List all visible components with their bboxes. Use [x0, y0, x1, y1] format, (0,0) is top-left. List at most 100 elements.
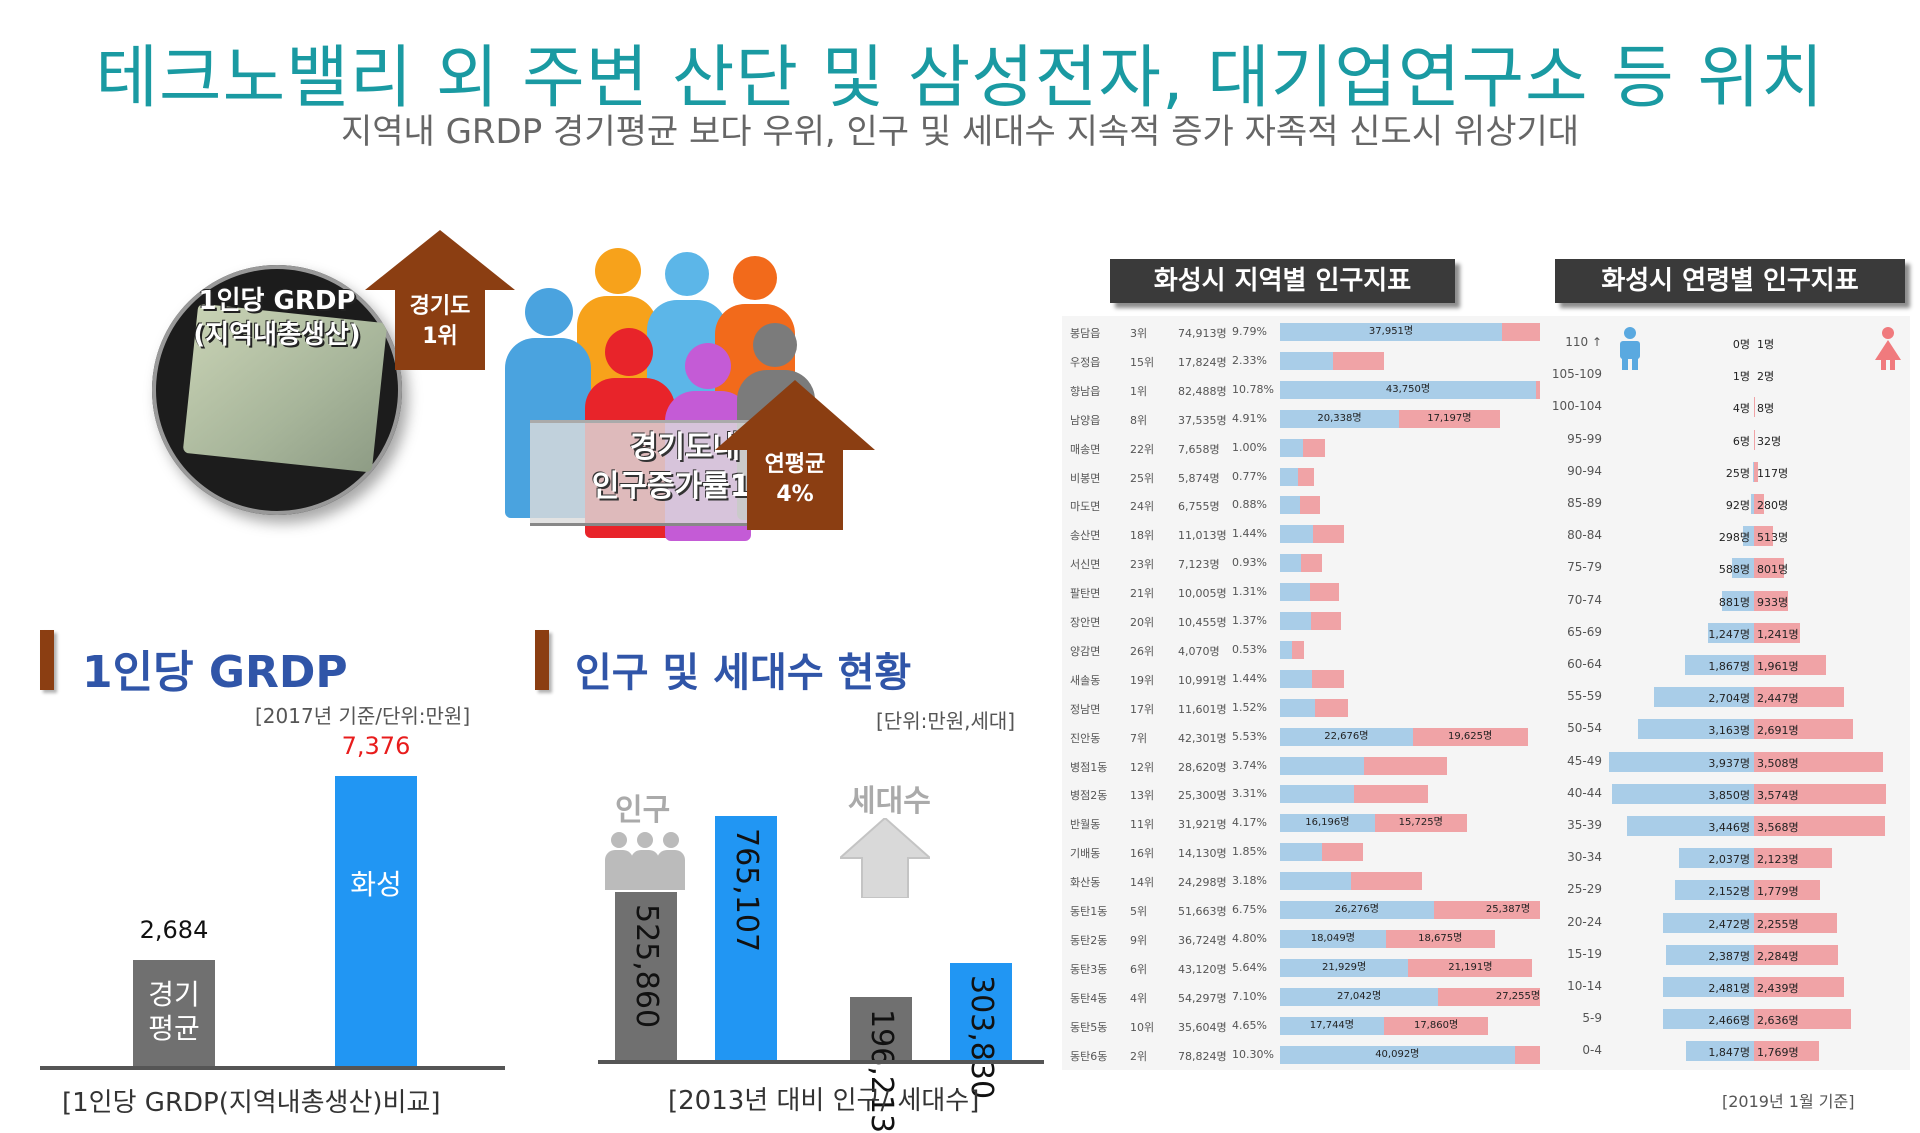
region-total: 31,921명	[1178, 816, 1227, 832]
female-bar	[1364, 757, 1447, 775]
region-rank: 16위	[1130, 845, 1154, 861]
region-rank: 11위	[1130, 816, 1154, 832]
region-name: 향남읍	[1070, 383, 1100, 399]
region-name: 병점1동	[1070, 759, 1107, 775]
person-head	[733, 256, 777, 300]
female-bar	[1315, 699, 1348, 717]
region-name: 새솔동	[1070, 672, 1100, 688]
age-group-label: 55-59	[1542, 689, 1602, 703]
age-group-label: 25-29	[1542, 882, 1602, 896]
male-bar: 22,676명	[1280, 728, 1413, 746]
region-total: 28,620명	[1178, 759, 1227, 775]
grdp-value-label: 7,376	[315, 732, 437, 760]
female-value-label: 8명	[1757, 400, 1774, 416]
region-pct: 1.44%	[1232, 527, 1267, 540]
male-bar	[1280, 699, 1315, 717]
region-pct: 1.44%	[1232, 672, 1267, 685]
male-bar: 37,951명	[1280, 323, 1502, 341]
age-group-label: 90-94	[1542, 464, 1602, 478]
region-total: 10,005명	[1178, 585, 1227, 601]
male-value-label: 1,247명	[1694, 626, 1750, 642]
female-bar	[1322, 843, 1363, 861]
region-total: 51,663명	[1178, 903, 1227, 919]
region-rank: 3위	[1130, 325, 1147, 341]
female-value-label: 801명	[1757, 561, 1788, 577]
region-pct: 1.31%	[1232, 585, 1267, 598]
region-rank: 7위	[1130, 730, 1147, 746]
region-pct: 0.88%	[1232, 498, 1267, 511]
region-total: 4,070명	[1178, 643, 1220, 659]
region-total: 42,301명	[1178, 730, 1227, 746]
pop-caption: [2013년 대비 인구/ 세대수]	[668, 1080, 979, 1117]
grdp-value-label: 2,684	[113, 916, 235, 944]
region-rank: 24위	[1130, 498, 1154, 514]
region-name: 동탄3동	[1070, 961, 1107, 977]
male-bar	[1280, 641, 1292, 659]
male-value-label: 2,387명	[1694, 948, 1750, 964]
region-rank: 22위	[1130, 441, 1154, 457]
age-group-label: 60-64	[1542, 657, 1602, 671]
female-bar: 21,191명	[1408, 959, 1532, 977]
region-rank: 6위	[1130, 961, 1147, 977]
male-bar: 21,929명	[1280, 959, 1408, 977]
person-head	[595, 248, 641, 294]
female-value-label: 1,961명	[1757, 658, 1799, 674]
region-pct: 0.93%	[1232, 556, 1267, 569]
region-pct: 7.10%	[1232, 990, 1267, 1003]
region-pct: 4.65%	[1232, 1019, 1267, 1032]
region-pct: 1.52%	[1232, 701, 1267, 714]
region-pct: 2.33%	[1232, 354, 1267, 367]
age-group-label: 40-44	[1542, 786, 1602, 800]
region-name: 동탄5동	[1070, 1019, 1107, 1035]
region-pct: 4.91%	[1232, 412, 1267, 425]
region-name: 남양읍	[1070, 412, 1100, 428]
region-pct: 0.77%	[1232, 470, 1267, 483]
grdp-baseline	[40, 1066, 505, 1070]
male-bar	[1280, 352, 1333, 370]
grdp-caption: [1인당 GRDP(지역내총생산)비교]	[62, 1082, 441, 1119]
region-rank: 17위	[1130, 701, 1154, 717]
person-head	[605, 328, 653, 376]
male-value-label: 4명	[1694, 400, 1750, 416]
male-value-label: 1,847명	[1694, 1044, 1750, 1060]
region-total: 7,123명	[1178, 556, 1220, 572]
region-total: 37,535명	[1178, 412, 1227, 428]
region-pct: 10.30%	[1232, 1048, 1274, 1061]
region-rank: 20위	[1130, 614, 1154, 630]
age-group-label: 65-69	[1542, 625, 1602, 639]
region-pct: 5.53%	[1232, 730, 1267, 743]
female-value-label: 280명	[1757, 497, 1788, 513]
age-group-label: 80-84	[1542, 528, 1602, 542]
male-value-label: 6명	[1694, 433, 1750, 449]
region-total: 11,601명	[1178, 701, 1227, 717]
male-bar	[1280, 670, 1312, 688]
region-total: 74,913명	[1178, 325, 1227, 341]
female-value-label: 2,255명	[1757, 916, 1799, 932]
male-bar	[1280, 439, 1303, 457]
female-bar	[1333, 352, 1385, 370]
page-subtitle: 지역내 GRDP 경기평균 보다 우위, 인구 및 세대수 지속적 증가 자족적…	[0, 104, 1920, 153]
region-total: 35,604명	[1178, 1019, 1227, 1035]
region-rank: 2위	[1130, 1048, 1147, 1064]
female-value-label: 3,508명	[1757, 755, 1799, 771]
male-value-label: 3,163명	[1694, 722, 1750, 738]
female-bar	[1311, 612, 1341, 630]
region-total: 11,013명	[1178, 527, 1227, 543]
age-header: 화성시 연령별 인구지표	[1555, 259, 1905, 303]
male-value-label: 3,937명	[1694, 755, 1750, 771]
region-rank: 10위	[1130, 1019, 1154, 1035]
female-bar: 17,197명	[1399, 410, 1500, 428]
